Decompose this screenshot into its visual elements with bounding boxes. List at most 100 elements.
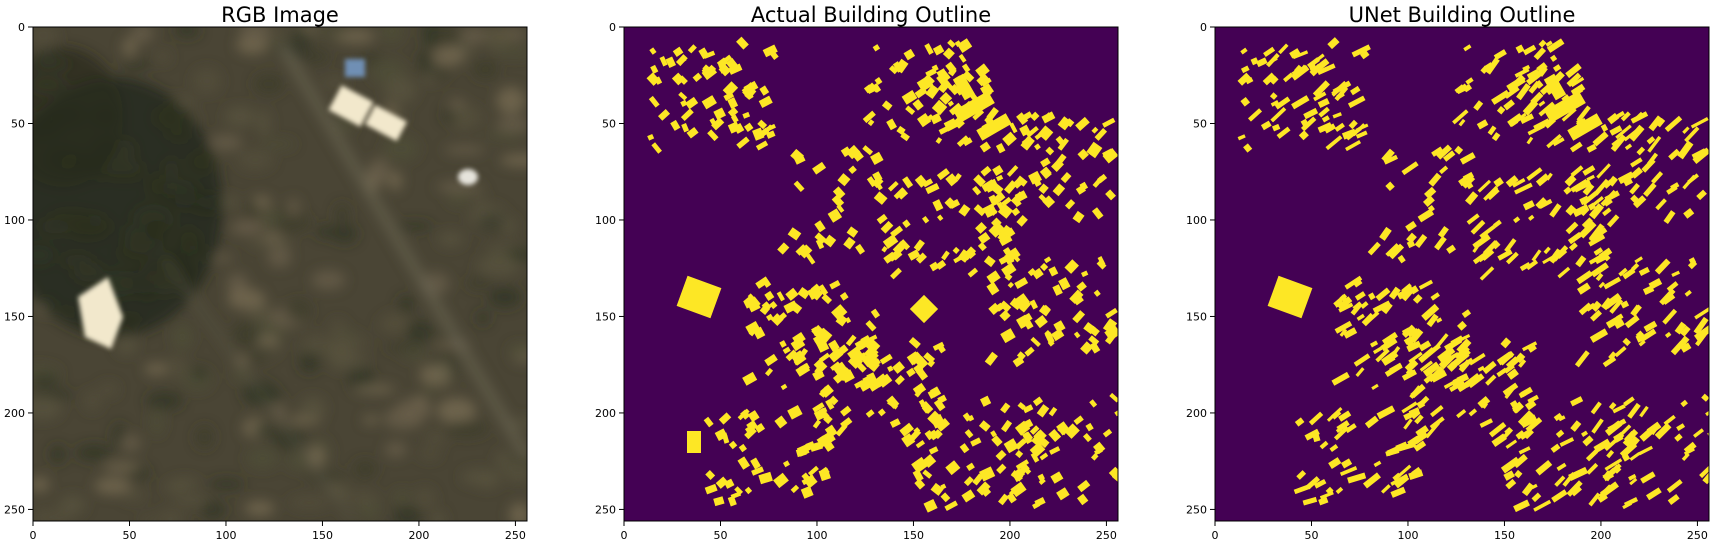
building bbox=[1319, 123, 1334, 133]
building bbox=[1237, 72, 1251, 86]
texture-blotch bbox=[249, 236, 293, 249]
building bbox=[912, 469, 924, 482]
building bbox=[1585, 449, 1599, 462]
texture-blotch bbox=[335, 203, 349, 225]
building bbox=[1075, 116, 1090, 132]
building bbox=[1568, 242, 1578, 251]
building bbox=[1263, 46, 1276, 58]
building bbox=[937, 214, 944, 222]
x-tick-label: 150 bbox=[903, 529, 924, 542]
building bbox=[1051, 328, 1065, 342]
building bbox=[1538, 198, 1553, 210]
building bbox=[889, 418, 901, 428]
building bbox=[743, 298, 753, 309]
building bbox=[932, 429, 943, 440]
building bbox=[1339, 294, 1348, 303]
building bbox=[986, 281, 1000, 296]
building bbox=[1003, 227, 1016, 239]
texture-blotch bbox=[33, 395, 62, 420]
building bbox=[914, 478, 926, 490]
building bbox=[1406, 340, 1422, 353]
building bbox=[1463, 83, 1473, 93]
building bbox=[1504, 385, 1517, 399]
texture-blotch bbox=[424, 431, 447, 445]
building bbox=[701, 95, 717, 110]
panel-rgb-image: RGB Image 0 50 100 150 200 250 0 50 100 150 200 25… bbox=[4, 3, 528, 542]
building bbox=[1477, 179, 1492, 193]
building bbox=[1645, 487, 1662, 501]
building bbox=[824, 424, 838, 438]
building bbox=[1405, 220, 1417, 232]
y-axis: 0 50 100 150 200 250 bbox=[4, 21, 33, 516]
building bbox=[680, 108, 694, 122]
building bbox=[1347, 95, 1366, 109]
x-axis: 0 50 100 150 200 250 bbox=[1212, 521, 1708, 542]
building bbox=[977, 231, 991, 245]
building bbox=[927, 359, 936, 368]
building bbox=[1693, 324, 1709, 342]
building bbox=[956, 135, 970, 147]
building bbox=[795, 244, 808, 256]
building bbox=[1470, 219, 1486, 235]
building bbox=[1570, 76, 1585, 88]
building bbox=[1466, 213, 1480, 225]
building bbox=[1040, 262, 1049, 272]
building bbox=[1535, 459, 1553, 476]
building bbox=[1500, 456, 1521, 474]
building bbox=[1240, 65, 1250, 74]
bright-roof bbox=[78, 277, 123, 349]
building bbox=[1339, 328, 1348, 337]
building bbox=[1004, 254, 1015, 265]
building bbox=[1332, 112, 1342, 119]
texture-blotch bbox=[398, 295, 415, 314]
building bbox=[846, 226, 859, 238]
texture-blotch bbox=[437, 397, 477, 424]
building bbox=[758, 471, 773, 485]
building bbox=[827, 208, 843, 223]
building bbox=[1270, 107, 1287, 123]
building bbox=[935, 417, 951, 432]
building bbox=[1518, 446, 1531, 455]
building bbox=[972, 185, 982, 196]
texture-blotch bbox=[103, 462, 140, 472]
building bbox=[762, 44, 778, 58]
building bbox=[1269, 92, 1278, 100]
building bbox=[1255, 57, 1268, 68]
building bbox=[873, 191, 888, 205]
x-tick-label: 50 bbox=[1304, 529, 1318, 542]
y-tick-label: 100 bbox=[595, 214, 616, 227]
building bbox=[932, 44, 945, 56]
building bbox=[818, 284, 829, 296]
texture-blotch bbox=[458, 27, 490, 44]
building bbox=[709, 117, 718, 128]
building bbox=[1534, 80, 1544, 89]
texture-blotch bbox=[230, 219, 263, 236]
y-tick-label: 150 bbox=[1186, 310, 1207, 323]
building bbox=[1582, 165, 1596, 176]
building bbox=[1300, 118, 1309, 127]
building bbox=[1593, 438, 1612, 453]
building bbox=[978, 420, 991, 432]
building bbox=[1308, 411, 1324, 426]
building bbox=[852, 150, 864, 162]
building bbox=[1411, 466, 1422, 476]
building bbox=[820, 466, 830, 476]
building bbox=[1536, 62, 1548, 73]
building bbox=[1422, 361, 1441, 378]
building bbox=[890, 267, 902, 280]
building bbox=[1654, 258, 1671, 275]
building bbox=[1533, 118, 1551, 132]
building bbox=[773, 472, 789, 489]
building bbox=[1680, 399, 1688, 408]
building bbox=[774, 415, 788, 429]
building bbox=[1566, 480, 1583, 497]
building bbox=[1696, 150, 1707, 160]
building bbox=[973, 204, 987, 217]
building bbox=[881, 245, 888, 253]
building bbox=[909, 294, 939, 324]
building bbox=[996, 463, 1007, 475]
building bbox=[1696, 189, 1707, 201]
building bbox=[1313, 91, 1327, 102]
building bbox=[1602, 355, 1617, 368]
building bbox=[1496, 105, 1506, 115]
